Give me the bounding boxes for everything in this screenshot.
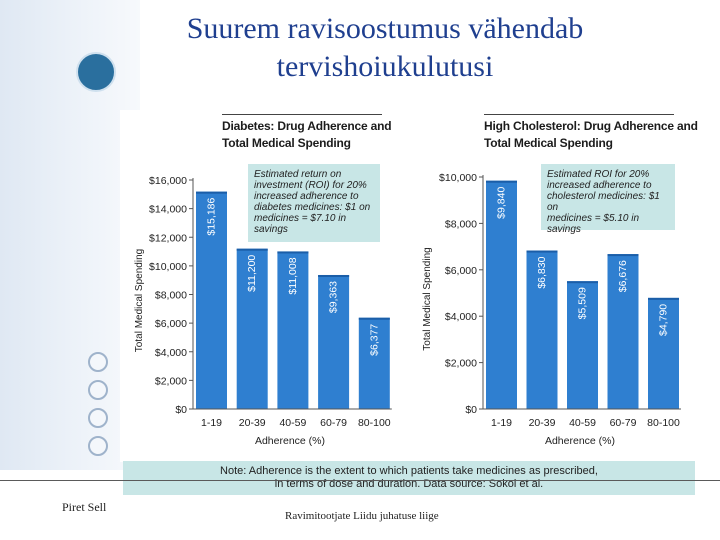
binder-ring-icon: [88, 436, 108, 456]
footer-divider: [0, 480, 720, 481]
cholesterol-chart-title-line-2: Total Medical Spending: [484, 136, 613, 150]
binder-ring-icon: [88, 408, 108, 428]
diabetes-roi-annotation: Estimated return on investment (ROI) for…: [248, 164, 380, 242]
annotation-line: Estimated return on: [254, 169, 342, 180]
slide-title-line-1: Suurem ravisoostumus vähendab: [186, 12, 584, 45]
author-organization: Ravimitootjate Liidu juhatuse liige: [285, 510, 439, 522]
cholesterol-chart-title: High Cholesterol: Drug Adherence and Tot…: [484, 118, 698, 152]
globe-logo-icon: [76, 52, 116, 92]
binder-ring-icon: [88, 352, 108, 372]
annotation-line: cholesterol medicines: $1 on: [547, 191, 660, 213]
annotation-line: increased adherence to: [254, 191, 359, 202]
adherence-note: Note: Adherence is the extent to which p…: [123, 461, 695, 495]
note-line-2: in terms of dose and duration. Data sour…: [274, 478, 544, 490]
chart-panel: [120, 110, 720, 462]
author-name: Piret Sell: [62, 500, 107, 514]
annotation-line: investment (ROI) for 20%: [254, 180, 367, 191]
annotation-line: medicines = $7.10 in savings: [254, 213, 347, 235]
diabetes-chart-title: Diabetes: Drug Adherence and Total Medic…: [222, 118, 392, 152]
diabetes-chart-title-line-1: Diabetes: Drug Adherence and: [222, 119, 392, 133]
annotation-line: diabetes medicines: $1 on: [254, 202, 371, 213]
note-line-1: Note: Adherence is the extent to which p…: [220, 465, 598, 477]
cholesterol-title-rule: [484, 114, 674, 115]
binder-ring-icon: [88, 380, 108, 400]
diabetes-chart-title-line-2: Total Medical Spending: [222, 136, 351, 150]
slide-sidebar-decoration: [0, 0, 140, 470]
slide-title: Suurem ravisoostumus vähendab tervishoiu…: [130, 10, 640, 86]
cholesterol-chart-title-line-1: High Cholesterol: Drug Adherence and: [484, 119, 698, 133]
cholesterol-roi-annotation: Estimated ROI for 20% increased adherenc…: [541, 164, 675, 235]
diabetes-title-rule: [222, 114, 382, 115]
slide-title-line-2: tervishoiukulutusi: [276, 50, 494, 83]
annotation-line: increased adherence to: [547, 180, 652, 191]
annotation-line: medicines = $5.10 in savings: [547, 213, 640, 235]
annotation-line: Estimated ROI for 20%: [547, 169, 650, 180]
